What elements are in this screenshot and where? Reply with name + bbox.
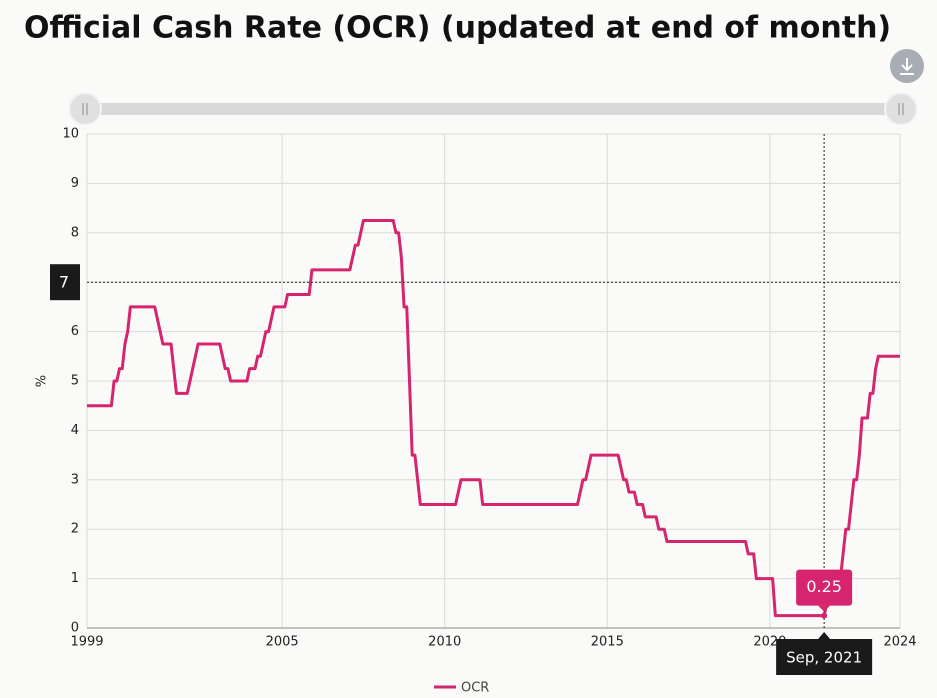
handle-grip (898, 103, 904, 115)
tooltip-pointer (818, 605, 831, 612)
handle-grip (82, 103, 88, 115)
y-tick-label: 4 (71, 423, 79, 438)
tooltip-value: 0.25 (806, 577, 842, 596)
range-slider-handle[interactable] (68, 92, 102, 126)
x-tick-label: 1999 (70, 635, 103, 650)
x-tick-label: 2010 (428, 635, 461, 650)
y-tick-label: 0 (71, 621, 79, 636)
y-tick-label: 1 (71, 571, 79, 586)
range-slider-handle[interactable] (884, 92, 918, 126)
x-tick-label: 2015 (591, 635, 624, 650)
range-slider-track[interactable] (85, 103, 901, 115)
crosshair-label-box (50, 264, 80, 301)
y-tick-label: 9 (71, 176, 79, 191)
y-tick-label: 5 (71, 374, 79, 389)
crosshair-label: 7 (59, 273, 69, 292)
x-tick-label: 2024 (883, 635, 916, 650)
x-tick-label: 2005 (266, 635, 299, 650)
x-hover-label: Sep, 2021 (786, 649, 862, 667)
download-button[interactable] (890, 49, 924, 83)
y-tick-label: 3 (71, 472, 79, 487)
y-tick-label: 6 (71, 324, 79, 339)
legend-label: OCR (461, 681, 489, 696)
tooltip-box (796, 569, 853, 606)
y-tick-label: 10 (62, 127, 79, 142)
x-hover-label-box (776, 639, 873, 675)
y-tick-label: 2 (71, 522, 79, 537)
chart-title: Official Cash Rate (OCR) (updated at end… (24, 11, 891, 46)
y-tick-label: 8 (71, 225, 79, 240)
x-hover-pointer (818, 632, 831, 639)
y-axis-label: % (35, 375, 50, 387)
hover-point (821, 612, 828, 619)
download-icon (900, 58, 914, 75)
